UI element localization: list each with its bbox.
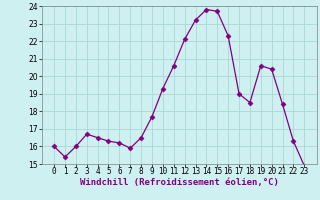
X-axis label: Windchill (Refroidissement éolien,°C): Windchill (Refroidissement éolien,°C): [80, 178, 279, 187]
